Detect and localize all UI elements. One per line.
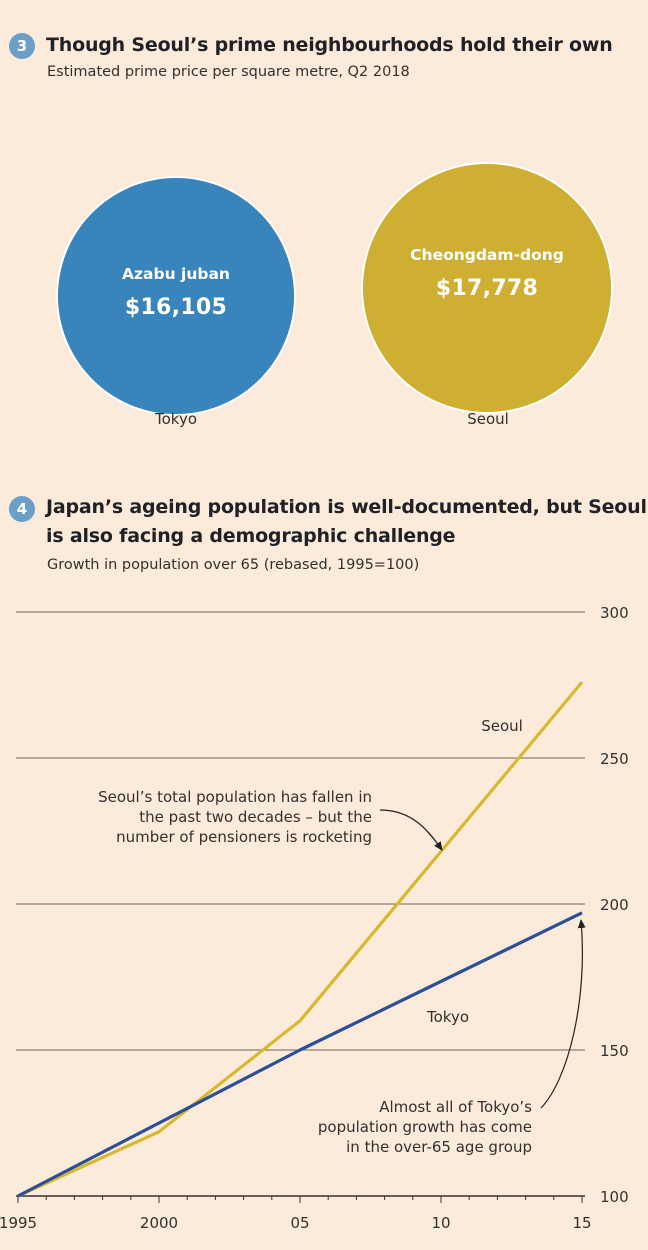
- seoul-price-label: $17,778: [435, 275, 539, 301]
- seoul-annotation-line: number of pensioners is rocketing: [116, 828, 372, 846]
- tokyo-annotation-line: Almost all of Tokyo’s: [379, 1098, 532, 1116]
- tokyo-bubble: Azabu juban $16,105: [56, 176, 296, 416]
- seoul-annotation-line: Seoul’s total population has fallen in: [98, 788, 372, 806]
- seoul-series-line: [17, 681, 584, 1198]
- section4-title-line1: Japan’s ageing population is well-docume…: [46, 496, 647, 518]
- tokyo-neighbourhood-label: Azabu juban: [122, 264, 230, 283]
- x-tick-label: 2000: [140, 1214, 178, 1232]
- y-tick-label: 250: [600, 750, 629, 768]
- section3-number-badge: 3: [9, 33, 35, 59]
- y-tick-label: 100: [600, 1188, 629, 1206]
- y-tick-label: 150: [600, 1042, 629, 1060]
- seoul-city-label: Seoul: [467, 410, 509, 428]
- seoul-annotation-line: the past two decades – but the: [139, 808, 372, 826]
- tokyo-annotation-line: in the over-65 age group: [346, 1138, 532, 1156]
- section3-title: Though Seoul’s prime neighbourhoods hold…: [46, 34, 613, 56]
- tokyo-price-label: $16,105: [124, 294, 228, 320]
- x-tick-label: 1995: [0, 1214, 37, 1232]
- tokyo-series-line: [17, 911, 583, 1198]
- tokyo-series-label: Tokyo: [426, 1008, 469, 1026]
- seoul-series-label: Seoul: [481, 717, 523, 735]
- section4-title-line2: is also facing a demographic challenge: [46, 525, 456, 547]
- seoul-bubble: Cheongdam-dong $17,778: [361, 162, 613, 414]
- x-tick-label: 10: [431, 1214, 450, 1232]
- seoul-annotation-arrow: [379, 809, 443, 851]
- section4-number-badge: 4: [9, 496, 35, 522]
- x-tick-label: 05: [290, 1214, 309, 1232]
- y-tick-label: 200: [600, 896, 629, 914]
- y-tick-label: 300: [600, 604, 629, 622]
- x-tick-label: 15: [572, 1214, 591, 1232]
- tokyo-city-label: Tokyo: [155, 410, 197, 428]
- section3-subtitle: Estimated prime price per square metre, …: [47, 64, 410, 80]
- tokyo-annotation-arrow: [540, 919, 586, 1109]
- section4-subtitle: Growth in population over 65 (rebased, 1…: [47, 557, 420, 573]
- tokyo-annotation-line: population growth has come: [318, 1118, 532, 1136]
- seoul-neighbourhood-label: Cheongdam-dong: [410, 245, 564, 264]
